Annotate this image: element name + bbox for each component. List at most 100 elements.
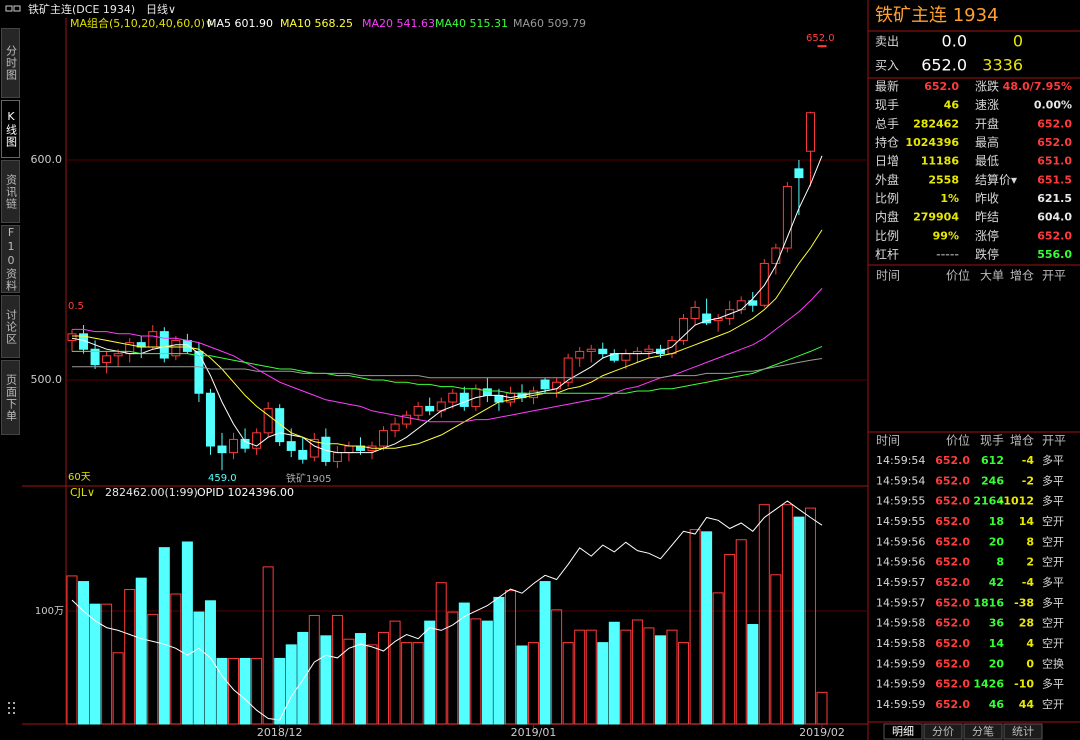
tick-cell: 14:59:57: [876, 576, 925, 589]
quote-label: 比例: [875, 229, 899, 243]
candle-body: [263, 408, 273, 434]
tick-cell: 652.0: [935, 556, 970, 569]
volume-bar: [793, 516, 805, 725]
candle-body: [275, 408, 285, 443]
candle-body: [171, 339, 181, 357]
tick-cell: 652.0: [935, 678, 970, 691]
volume-bar: [170, 593, 182, 725]
tick-cell: 652.0: [935, 698, 970, 711]
tick-cell: 空开: [1042, 534, 1064, 548]
tick-cell: -10: [1014, 678, 1034, 691]
volume-bar: [689, 529, 701, 725]
volume-bar: [516, 645, 528, 725]
tick-cell: 652.0: [935, 454, 970, 467]
tick-cell: 多平: [1042, 453, 1064, 467]
ma-line: [71, 155, 823, 454]
tick-cell: 36: [989, 617, 1005, 630]
volume-bar: [620, 629, 632, 725]
x-tick-label: 2019/01: [511, 726, 557, 739]
volume-bar: [181, 541, 193, 725]
quote-label: 昨结: [975, 210, 999, 224]
tick-cell: 14: [1019, 515, 1035, 528]
panel-tab[interactable]: [1003, 723, 1043, 740]
tick-cell: 246: [981, 474, 1004, 487]
x-tick-label: 2018/12: [257, 726, 303, 739]
volume-bar: [366, 644, 378, 725]
tick-cell: 多平: [1042, 677, 1064, 691]
volume-bar: [504, 590, 516, 725]
quote-label: 开盘: [975, 116, 999, 131]
tick-cell: 多平: [1042, 595, 1064, 609]
side-tab[interactable]: F10资料: [1, 225, 20, 293]
quote-volume: 3336: [982, 56, 1023, 75]
tick-cell: 28: [1019, 617, 1034, 630]
volume-bar: [758, 504, 770, 725]
column-header: 增仓: [1010, 434, 1034, 448]
volume-bar: [204, 600, 216, 725]
chart-annotation: 652.0: [806, 33, 835, 44]
tick-cell: 0: [1026, 657, 1034, 670]
volume-bar: [643, 627, 655, 725]
candle-body: [425, 405, 435, 412]
panel-tab[interactable]: [883, 723, 923, 740]
ma-legend-title: MA组合(5,10,20,40,60,0)∨: [70, 16, 213, 30]
y-tick-label: 100万: [35, 606, 64, 617]
period-selector[interactable]: 日线∨: [146, 2, 176, 16]
volume-bar: [424, 620, 436, 725]
window-icon[interactable]: [5, 5, 13, 12]
tick-cell: 652.0: [935, 637, 970, 650]
volume-bar: [435, 582, 447, 725]
panel-tab-label[interactable]: 分笔: [972, 724, 994, 738]
candle-body: [817, 45, 827, 48]
legend-entry: MA40 515.31: [435, 17, 508, 30]
volume-bar: [147, 613, 159, 725]
tick-cell: -2: [1022, 474, 1034, 487]
menu-icon[interactable]: [8, 702, 15, 714]
panel-tab[interactable]: [963, 723, 1003, 740]
volume-bar: [458, 602, 470, 725]
quote-label: 日增: [875, 154, 899, 168]
window-icon[interactable]: [13, 5, 21, 12]
ma-line: [72, 288, 823, 423]
candle-body: [563, 357, 573, 383]
candle-body: [402, 414, 412, 425]
volume-bar: [239, 657, 251, 725]
tick-cell: 14:59:56: [876, 556, 925, 569]
ma-line: [72, 229, 823, 449]
quote-value: 1024396: [905, 136, 959, 149]
candle-body: [690, 306, 700, 319]
tick-cell: 14: [989, 637, 1005, 650]
quote-value: 0.00%: [1034, 99, 1072, 112]
column-header: 增仓: [1010, 269, 1034, 283]
ma-line: [72, 358, 823, 379]
panel-tab[interactable]: [923, 723, 963, 740]
quote-label: 总手: [875, 117, 899, 131]
side-tab[interactable]: 分时图: [1, 28, 20, 98]
tick-cell: 14:59:59: [876, 657, 925, 670]
panel-tab-label[interactable]: 明细: [892, 725, 914, 738]
side-tab[interactable]: 讨论区: [1, 295, 20, 358]
panel-tab-label[interactable]: 分价: [932, 725, 954, 738]
candle-body: [759, 262, 769, 306]
tick-cell: 多平: [1042, 494, 1064, 508]
quote-label: 结算价▾: [975, 172, 1017, 187]
quote-value: 46: [944, 99, 960, 112]
volume-bar: [297, 631, 309, 725]
side-tab[interactable]: K线图: [1, 100, 20, 158]
side-tab[interactable]: 资讯链: [1, 160, 20, 223]
column-header: 开平: [1042, 269, 1066, 283]
open-interest-line: [71, 500, 823, 721]
tick-cell: 14:59:54: [876, 474, 925, 487]
volume-bar: [551, 609, 563, 725]
quote-label: 速涨: [975, 97, 999, 112]
volume-bar: [804, 507, 816, 725]
quote-price: 652.0: [921, 56, 967, 75]
candle-body: [459, 392, 469, 407]
candle-body: [644, 348, 654, 352]
volume-bar: [158, 547, 170, 725]
volume-bar: [354, 633, 366, 725]
side-tab[interactable]: 页面下单: [1, 360, 20, 435]
panel-tab-label[interactable]: 统计: [1012, 725, 1034, 738]
